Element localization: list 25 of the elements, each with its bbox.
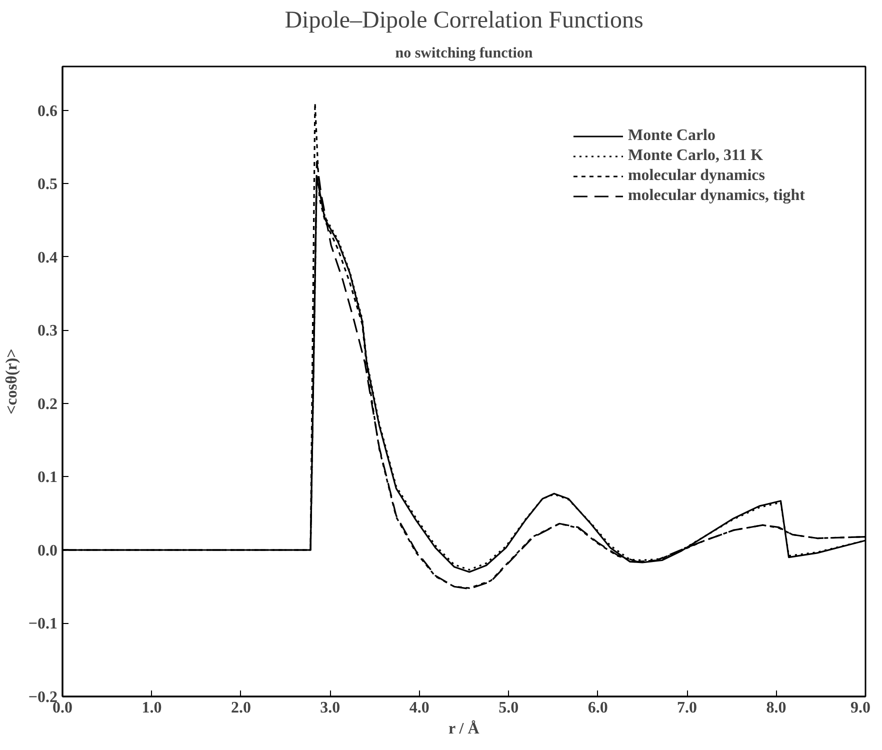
y-tick-label: 0.4 — [38, 249, 58, 266]
legend-label: Monte Carlo — [628, 127, 716, 145]
legend-label: Monte Carlo, 311 K — [628, 147, 764, 165]
y-tick-label: 0.3 — [38, 322, 58, 340]
y-tick-label: −0.1 — [28, 616, 58, 633]
y-axis-title: <cosθ(r)> — [3, 348, 20, 414]
chart-subtitle: no switching function — [395, 46, 534, 62]
y-tick-label: 0.2 — [38, 396, 58, 413]
x-axis-title: r / Å — [448, 720, 480, 738]
x-tick-label: 7.0 — [677, 700, 698, 716]
x-tick-label: 9.0 — [850, 700, 870, 716]
y-tick-label: 0.6 — [38, 102, 58, 120]
y-tick-label: 0.1 — [38, 469, 58, 486]
legend-label: molecular dynamics — [628, 167, 765, 185]
x-tick-label: 2.0 — [230, 700, 251, 716]
x-tick-label: 4.0 — [409, 700, 430, 716]
x-tick-label: 8.0 — [766, 700, 786, 716]
x-tick-label: 6.0 — [588, 700, 608, 716]
x-tick-label: 1.0 — [142, 700, 162, 716]
legend-label: molecular dynamics, tight — [628, 187, 805, 205]
y-tick-label: 0.5 — [38, 176, 58, 194]
chart-title: Dipole–Dipole Correlation Functions — [284, 8, 644, 34]
x-tick-label: 5.0 — [498, 700, 519, 716]
y-tick-label: 0.0 — [38, 542, 58, 560]
x-tick-label: 3.0 — [320, 700, 340, 716]
